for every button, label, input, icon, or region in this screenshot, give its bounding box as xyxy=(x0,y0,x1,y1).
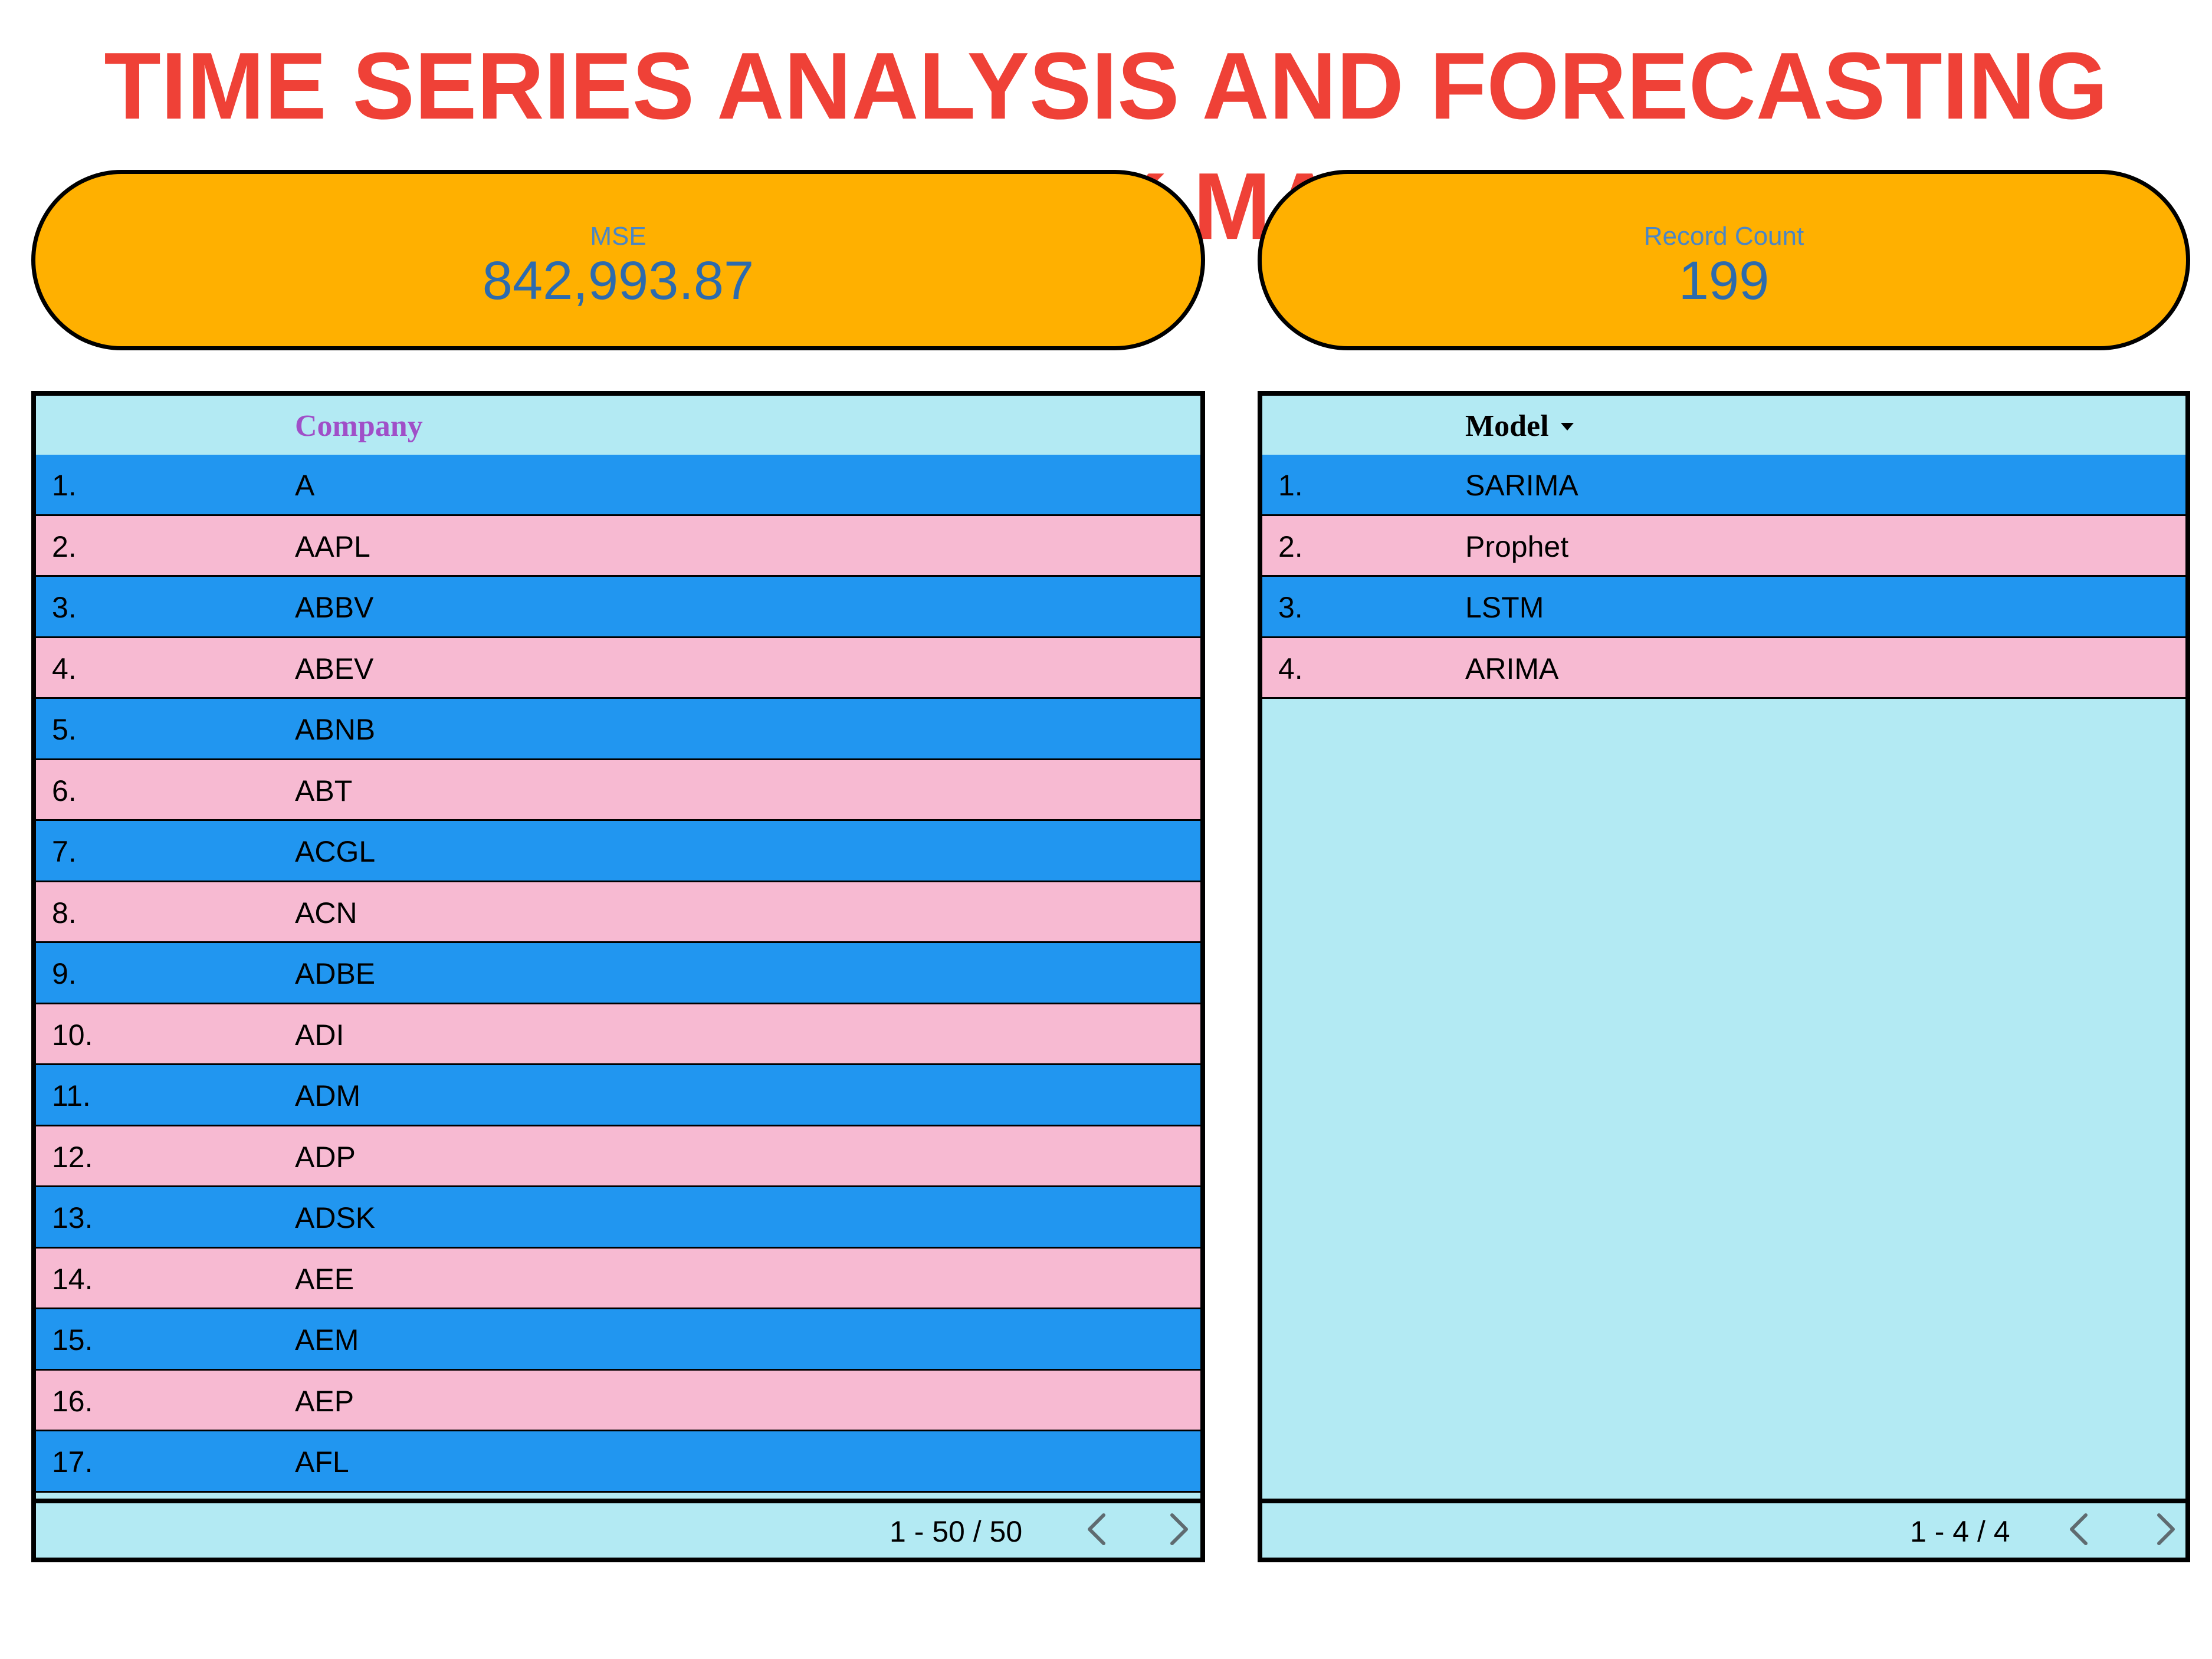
chevron-right-icon[interactable] xyxy=(2147,1510,2183,1548)
row-value: ADI xyxy=(295,1018,344,1052)
table-row[interactable]: 1. SARIMA xyxy=(1262,455,2185,516)
row-value: ADSK xyxy=(295,1201,376,1234)
table-row[interactable]: 9. ADBE xyxy=(36,943,1200,1004)
row-index: 3. xyxy=(1278,591,1303,624)
row-index: 12. xyxy=(52,1140,93,1174)
row-index: 2. xyxy=(1278,530,1303,563)
table-row[interactable]: 3. ABBV xyxy=(36,577,1200,638)
chevron-right-icon[interactable] xyxy=(1160,1510,1196,1548)
row-value: AEE xyxy=(295,1262,355,1296)
chevron-left-icon[interactable] xyxy=(1080,1510,1115,1548)
table-row[interactable]: 7. ACGL xyxy=(36,821,1200,882)
table-row[interactable]: 8. ACN xyxy=(36,882,1200,943)
row-index: 14. xyxy=(52,1262,93,1296)
row-index: 2. xyxy=(52,530,77,563)
row-index: 17. xyxy=(52,1446,93,1479)
company-table-body[interactable]: 1. A 2. AAPL 3. ABBV 4. ABEV 5. ABNB 6. ABT 7. ACGL 8.… xyxy=(36,455,1200,1499)
model-pager-text: 1 - 4 / 4 xyxy=(1910,1515,2010,1548)
table-row[interactable]: 1. A xyxy=(36,455,1200,516)
sort-desc-icon[interactable] xyxy=(1560,422,1574,431)
record-count-scorecard: Record Count 199 xyxy=(1258,170,2190,350)
mse-value: 842,993.87 xyxy=(482,251,754,311)
row-value: ABBV xyxy=(295,591,374,624)
model-column-header[interactable]: Model xyxy=(1465,409,1574,444)
model-table: Model 1. SARIMA 2. Prophet 3. LSTM 4. ARIMA 1 -… xyxy=(1258,391,2190,1562)
row-index: 15. xyxy=(52,1323,93,1356)
table-row[interactable]: 17. AFL xyxy=(36,1431,1200,1493)
row-value: AEP xyxy=(295,1384,355,1418)
model-table-body[interactable]: 1. SARIMA 2. Prophet 3. LSTM 4. ARIMA xyxy=(1262,455,2185,1499)
row-value: ACGL xyxy=(295,835,376,868)
row-index: 13. xyxy=(52,1201,93,1234)
company-column-header[interactable]: Company xyxy=(295,409,423,443)
table-row[interactable]: 15. AEM xyxy=(36,1309,1200,1371)
row-value: ADBE xyxy=(295,957,376,990)
table-row[interactable]: 2. AAPL xyxy=(36,515,1200,577)
model-column-header-label: Model xyxy=(1465,409,1549,443)
row-value: ABEV xyxy=(295,652,374,685)
table-row[interactable]: 4. ABEV xyxy=(36,638,1200,699)
table-row[interactable]: 2. Prophet xyxy=(1262,515,2185,577)
row-value: SARIMA xyxy=(1465,469,1578,502)
row-index: 4. xyxy=(52,652,77,685)
record-count-value: 199 xyxy=(1678,251,1770,311)
table-row[interactable]: 5. ABNB xyxy=(36,699,1200,760)
row-value: ADM xyxy=(295,1079,361,1112)
row-value: ADP xyxy=(295,1140,356,1174)
company-table-header: Company xyxy=(36,396,1200,455)
row-value: AEM xyxy=(295,1323,359,1356)
row-value: LSTM xyxy=(1465,591,1544,624)
company-pager-text: 1 - 50 / 50 xyxy=(890,1515,1023,1548)
model-table-pager: 1 - 4 / 4 xyxy=(1262,1499,2185,1558)
model-table-header: Model xyxy=(1262,396,2185,455)
row-index: 1. xyxy=(1278,469,1303,502)
record-count-label: Record Count xyxy=(1643,222,1804,251)
mse-label: MSE xyxy=(590,222,646,251)
row-index: 3. xyxy=(52,591,77,624)
row-index: 9. xyxy=(52,957,77,990)
table-row[interactable]: 6. ABT xyxy=(36,760,1200,821)
row-index: 16. xyxy=(52,1384,93,1418)
row-index: 1. xyxy=(52,469,77,502)
row-index: 6. xyxy=(52,774,77,807)
row-index: 5. xyxy=(52,713,77,746)
row-index: 10. xyxy=(52,1018,93,1052)
row-index: 7. xyxy=(52,835,77,868)
table-row[interactable]: 10. ADI xyxy=(36,1004,1200,1065)
table-row[interactable]: 4. ARIMA xyxy=(1262,638,2185,699)
company-table-pager: 1 - 50 / 50 xyxy=(36,1499,1200,1558)
row-index: 8. xyxy=(52,896,77,929)
table-row[interactable]: 13. ADSK xyxy=(36,1187,1200,1249)
row-value: ACN xyxy=(295,896,357,929)
row-value: ABT xyxy=(295,774,353,807)
table-row[interactable]: 12. ADP xyxy=(36,1126,1200,1187)
table-row[interactable]: 11. ADM xyxy=(36,1065,1200,1126)
row-value: AAPL xyxy=(295,530,370,563)
row-value: A xyxy=(295,469,315,502)
chevron-left-icon[interactable] xyxy=(2062,1510,2098,1548)
table-row[interactable]: 14. AEE xyxy=(36,1248,1200,1309)
row-value: Prophet xyxy=(1465,530,1569,563)
row-index: 4. xyxy=(1278,652,1303,685)
row-value: ABNB xyxy=(295,713,376,746)
row-value: ARIMA xyxy=(1465,652,1559,685)
row-index: 11. xyxy=(52,1079,91,1112)
row-value: AFL xyxy=(295,1446,349,1479)
company-table: Company 1. A 2. AAPL 3. ABBV 4. ABEV 5. ABNB 6. ABT… xyxy=(31,391,1205,1562)
mse-scorecard: MSE 842,993.87 xyxy=(31,170,1205,350)
table-row[interactable]: 16. AEP xyxy=(36,1370,1200,1431)
table-row[interactable]: 3. LSTM xyxy=(1262,577,2185,638)
